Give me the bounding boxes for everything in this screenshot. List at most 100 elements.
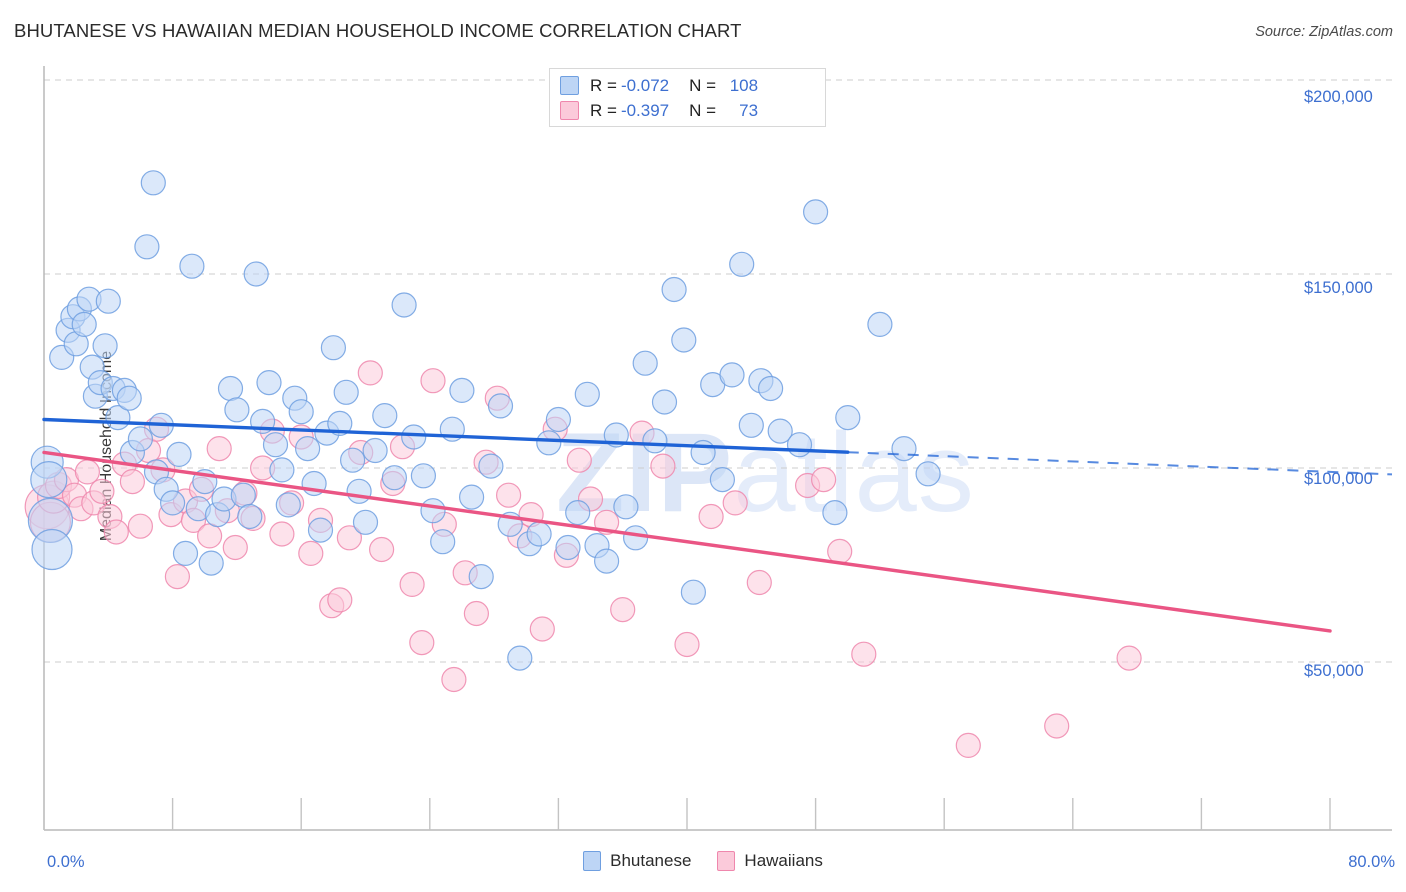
data-point[interactable]: [372, 403, 398, 429]
data-point[interactable]: [487, 393, 514, 419]
data-point[interactable]: [642, 428, 668, 454]
data-point[interactable]: [709, 467, 736, 493]
data-point[interactable]: [786, 432, 813, 458]
data-point[interactable]: [526, 521, 552, 547]
data-point[interactable]: [134, 234, 160, 260]
data-point[interactable]: [593, 548, 620, 574]
data-point[interactable]: [409, 629, 435, 656]
data-point[interactable]: [496, 482, 522, 508]
data-point[interactable]: [671, 327, 697, 353]
data-point[interactable]: [507, 645, 533, 671]
data-point[interactable]: [127, 426, 153, 452]
data-point[interactable]: [217, 375, 244, 402]
data-point[interactable]: [127, 513, 153, 539]
data-point[interactable]: [610, 596, 636, 623]
data-point[interactable]: [357, 360, 383, 386]
data-point[interactable]: [340, 447, 366, 473]
data-point[interactable]: [222, 534, 248, 561]
data-point[interactable]: [802, 199, 829, 225]
data-point[interactable]: [399, 571, 425, 598]
data-point[interactable]: [468, 563, 494, 590]
data-point[interactable]: [674, 631, 700, 658]
data-point[interactable]: [478, 453, 504, 479]
data-point[interactable]: [851, 641, 877, 667]
data-point[interactable]: [307, 517, 334, 543]
data-point[interactable]: [224, 397, 250, 423]
data-point[interactable]: [738, 412, 764, 438]
data-point[interactable]: [391, 292, 417, 318]
data-point[interactable]: [767, 418, 793, 444]
data-point[interactable]: [288, 399, 314, 425]
data-point[interactable]: [237, 503, 263, 530]
data-point[interactable]: [690, 439, 716, 466]
data-point[interactable]: [206, 436, 232, 462]
data-point[interactable]: [327, 587, 353, 613]
data-point[interactable]: [197, 523, 223, 549]
data-point[interactable]: [410, 463, 436, 489]
data-point[interactable]: [867, 311, 893, 337]
data-point[interactable]: [95, 288, 121, 314]
data-point[interactable]: [401, 424, 427, 450]
data-point[interactable]: [1044, 713, 1070, 739]
data-point[interactable]: [430, 529, 456, 555]
data-point[interactable]: [915, 461, 941, 487]
data-point[interactable]: [529, 616, 555, 642]
data-point[interactable]: [31, 528, 73, 571]
data-point[interactable]: [262, 432, 289, 458]
data-point[interactable]: [71, 311, 97, 337]
data-point[interactable]: [719, 362, 745, 388]
data-point[interactable]: [160, 490, 186, 516]
data-point[interactable]: [536, 430, 562, 456]
data-point[interactable]: [574, 381, 600, 407]
data-point[interactable]: [381, 465, 407, 491]
data-point[interactable]: [369, 536, 395, 563]
data-point[interactable]: [333, 379, 359, 405]
data-point[interactable]: [295, 436, 321, 462]
data-point[interactable]: [166, 441, 192, 467]
data-point[interactable]: [103, 519, 129, 545]
data-point[interactable]: [198, 550, 224, 576]
data-point[interactable]: [346, 478, 372, 504]
data-point[interactable]: [243, 261, 269, 287]
data-point[interactable]: [89, 478, 115, 504]
data-point[interactable]: [463, 600, 489, 627]
data-point[interactable]: [327, 410, 353, 436]
data-point[interactable]: [269, 457, 295, 483]
data-point[interactable]: [116, 385, 142, 411]
data-point[interactable]: [320, 335, 346, 361]
data-point[interactable]: [565, 499, 591, 526]
data-point[interactable]: [1116, 645, 1142, 671]
data-point[interactable]: [555, 534, 581, 561]
data-point[interactable]: [275, 492, 301, 518]
data-point[interactable]: [746, 569, 772, 596]
legend-item-bhutanese[interactable]: Bhutanese: [583, 851, 691, 871]
data-point[interactable]: [164, 563, 190, 590]
data-point[interactable]: [566, 447, 592, 473]
legend-item-hawaiians[interactable]: Hawaiians: [717, 851, 823, 871]
data-point[interactable]: [632, 350, 658, 376]
data-point[interactable]: [650, 453, 676, 479]
data-point[interactable]: [352, 509, 379, 535]
data-point[interactable]: [298, 540, 324, 567]
data-point[interactable]: [449, 377, 475, 403]
data-point[interactable]: [119, 469, 145, 495]
data-point[interactable]: [420, 498, 446, 524]
data-point[interactable]: [140, 170, 166, 196]
data-point[interactable]: [92, 333, 118, 359]
data-point[interactable]: [822, 499, 848, 526]
data-point[interactable]: [269, 521, 295, 547]
data-point[interactable]: [827, 538, 853, 565]
data-point[interactable]: [698, 503, 724, 530]
data-point[interactable]: [459, 484, 485, 510]
data-point[interactable]: [441, 666, 467, 693]
data-point[interactable]: [722, 490, 748, 516]
data-point[interactable]: [757, 375, 784, 402]
data-point[interactable]: [891, 436, 917, 462]
data-point[interactable]: [810, 467, 837, 493]
data-point[interactable]: [835, 405, 861, 431]
data-point[interactable]: [336, 525, 362, 551]
data-point[interactable]: [613, 494, 639, 520]
data-point[interactable]: [661, 276, 687, 303]
data-point[interactable]: [622, 525, 649, 551]
data-point[interactable]: [729, 251, 755, 277]
